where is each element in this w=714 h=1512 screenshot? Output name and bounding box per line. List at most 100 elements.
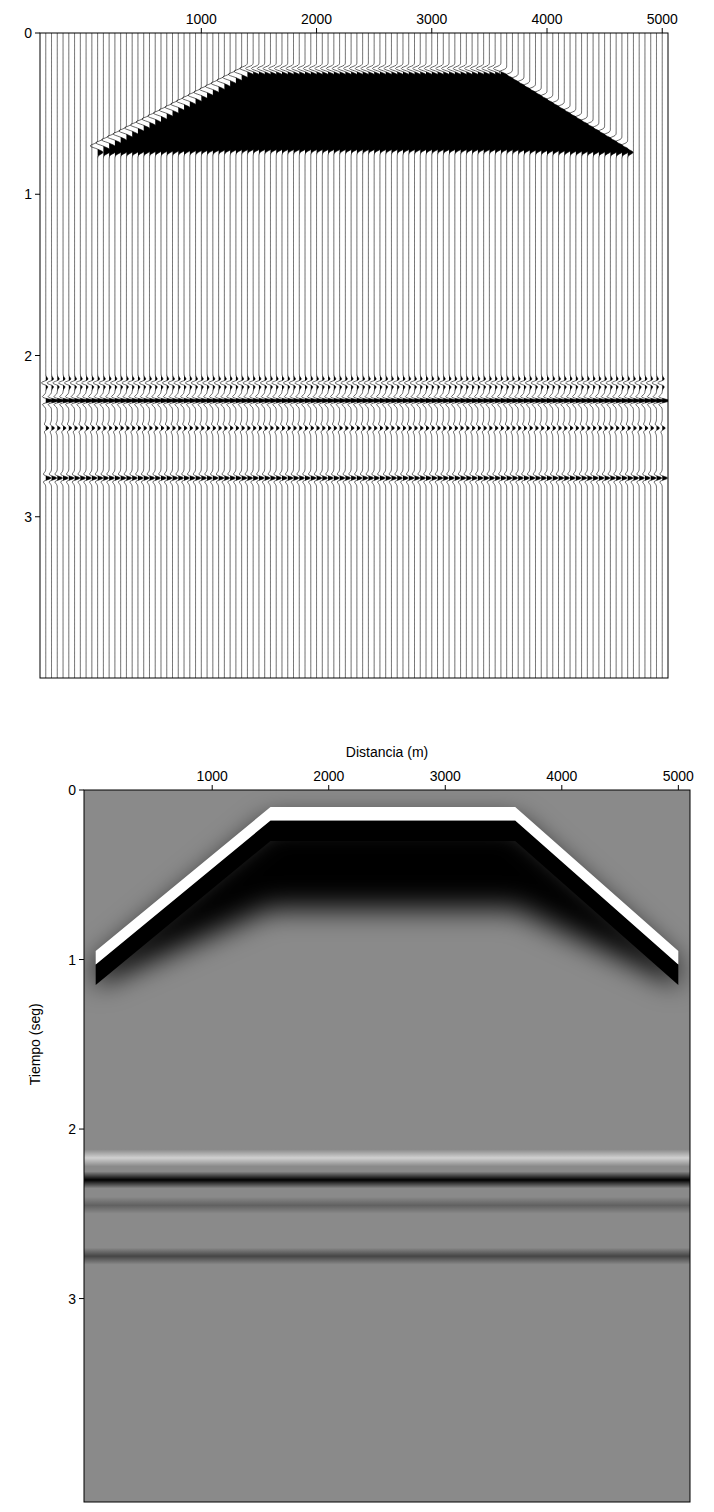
trace [407,33,422,678]
trace [251,33,266,678]
plot-background [84,790,690,1502]
reflector [84,1149,690,1166]
x-tick [212,785,213,790]
trace [96,33,111,678]
trace-fill [121,33,129,678]
trace-fill [46,33,54,678]
reflector [84,1248,690,1265]
x-tick [547,28,548,33]
trace [447,33,462,678]
x-tick-label: 3000 [430,768,461,784]
trace [476,33,491,678]
trace-fill [599,33,607,678]
trace [367,33,382,678]
trace [188,33,203,678]
trace [372,33,387,678]
trace [597,33,612,678]
x-tick-label: 2000 [313,768,344,784]
x-tick [662,28,663,33]
y-tick [79,790,84,791]
trace [136,33,151,678]
trace [522,33,537,678]
trace-fill [80,33,88,678]
trace [344,33,359,678]
trace-fill [109,33,117,678]
trace-fill [52,33,60,678]
trace [563,33,578,678]
y-tick [35,194,40,195]
y-tick-label: 0 [68,782,76,798]
x-tick-label: 4000 [531,11,562,27]
trace-fill [98,33,106,678]
x-tick-label: 1000 [186,11,217,27]
trace [424,33,439,678]
y-tick-label: 0 [24,25,32,41]
trace-fill [628,33,636,678]
trace [130,33,145,678]
y-tick-label: 3 [68,1291,76,1307]
trace [609,33,624,678]
x-tick [431,28,432,33]
trace-fill [633,33,641,678]
trace-fill [92,33,100,678]
x-tick [678,785,679,790]
trace [240,33,255,678]
trace [286,33,301,678]
trace [540,33,555,678]
trace [361,33,376,678]
trace-fill [63,33,71,678]
x-tick [328,785,329,790]
x-tick [316,28,317,33]
plot-background [40,33,668,678]
trace [620,33,635,678]
trace [159,33,174,678]
trace [482,33,497,678]
trace [493,33,508,678]
trace [102,33,117,678]
arrival-peak [96,807,679,965]
x-tick-label: 4000 [546,768,577,784]
trace [378,33,393,678]
y-tick [79,1298,84,1299]
trace [303,33,318,678]
trace [223,33,238,678]
trace [246,33,261,678]
trace [505,33,520,678]
trace [355,33,370,678]
figure: 1000200030004000500001231000200030004000… [0,0,714,1512]
trace [557,33,572,678]
trace-fill [639,33,647,678]
x-tick [561,785,562,790]
trace [395,33,410,678]
trace [615,33,630,678]
arrival-fade [96,821,679,986]
y-tick-label: 3 [24,509,32,525]
x-tick-label: 2000 [301,11,332,27]
y-tick-label: 1 [68,952,76,968]
arrival-body [96,821,679,986]
trace [459,33,474,678]
trace [419,33,434,678]
trace [309,33,324,678]
trace [528,33,543,678]
y-axis-title: Tiempo (seg) [27,1003,43,1085]
y-tick [35,516,40,517]
trace [465,33,480,678]
plot-area [40,33,668,678]
trace [205,33,220,678]
trace [488,33,503,678]
trace [165,33,180,678]
trace [257,33,272,678]
trace [200,33,215,678]
trace [453,33,468,678]
x-axis-title: Distancia (m) [346,744,428,760]
trace [470,33,485,678]
trace [148,33,163,678]
trace-fill [616,33,624,678]
trace [499,33,514,678]
x-tick-label: 3000 [416,11,447,27]
plot-frame [84,790,690,1502]
trace [591,33,606,678]
trace [298,33,313,678]
trace [315,33,330,678]
